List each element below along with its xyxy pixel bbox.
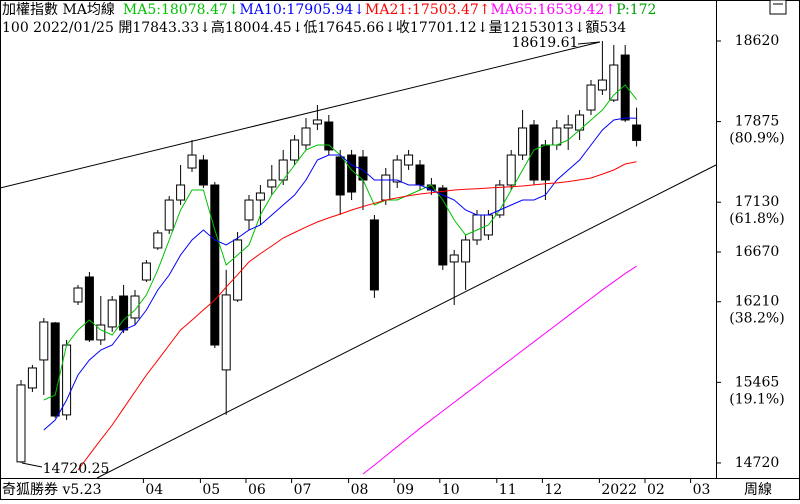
candle-body [529,124,539,181]
candle-body [153,232,163,249]
candle-body [461,239,471,263]
candle-body [392,159,402,183]
x-tick-label: 07 [294,482,312,498]
x-tick-label: 11 [499,482,517,498]
software-label: 奇狐勝券 v5.23 [2,481,102,498]
low-annotation: 14720.25 [43,461,110,477]
candle-body [506,154,516,186]
candle-body [632,124,642,141]
ma-line [362,265,637,475]
candle-body [312,119,322,125]
candle-body [495,184,505,216]
y-tick-label: 17875 [735,114,780,130]
header-line: 加權指數 MA均線 MA5:18078.47↓MA10:17905.94↓MA21… [2,2,656,18]
candle-body [210,184,220,346]
y-tick-sublabel: (38.2%) [729,311,784,327]
y-tick-label: 16210 [735,294,780,310]
indicator: P:172 [616,2,656,18]
candle-body [347,154,357,193]
candle-body [176,184,186,201]
candle-body [620,54,630,121]
x-tick-label: 08 [351,482,369,498]
candle-body [130,295,140,319]
trend-line [96,164,717,479]
legend-entry: MA65:16539.42↑ [491,2,617,18]
candle-body [552,127,562,146]
candle-body [369,219,379,291]
candle-body [518,127,528,156]
candle-body [255,192,265,201]
window-icon[interactable] [769,0,787,15]
candle-body [27,367,37,389]
x-tick-label: 02 [647,482,665,498]
candle-body [609,64,619,101]
pointer-line [21,462,43,468]
candle-body [563,124,573,129]
candle-body [16,384,26,463]
candle-body [586,84,596,111]
header-title: 加權指數 MA均線 [2,2,115,18]
candle-body [221,294,231,371]
candle-body [301,127,311,146]
x-tick-label: 06 [248,482,266,498]
candle-body [244,199,254,221]
trend-line [0,41,601,189]
candle-body [164,199,174,231]
x-tick-label: 12 [544,482,562,498]
y-tick-sublabel: (61.8%) [729,211,784,227]
x-tick-label: 05 [202,482,220,498]
y-tick-label: 17130 [735,194,780,210]
candle-body [381,174,391,201]
x-tick-label: 09 [396,482,414,498]
candle-body [39,321,49,361]
y-tick-label: 16670 [735,244,780,260]
candle-body [141,262,151,281]
x-tick-label: 03 [693,482,711,498]
candle-body [449,254,459,263]
candle-body [540,144,550,181]
candle-body [415,164,425,186]
candle-body [335,156,345,196]
candle-body [290,139,300,161]
candle-body [84,276,94,341]
candle-body [438,187,448,266]
legend-entry: MA10:17905.94↓ [240,2,366,18]
candle-body [96,324,106,341]
ma-line [43,117,637,431]
candle-body [187,154,197,169]
candle-body [73,287,83,303]
info-line: 100 2022/01/25 開17843.33↓高18004.45↓低1764… [2,19,626,36]
y-tick-label: 15465 [735,374,780,390]
candle-body [472,214,482,241]
trend-lines [0,41,717,479]
period-label: 周線 [744,482,772,498]
x-tick-label: 04 [145,482,163,498]
candle-body [107,299,117,328]
y-tick-sublabel: (19.1%) [729,391,784,407]
candle-body [597,79,607,91]
ma-line [77,161,637,471]
legend-entry: MA21:17503.47↑ [365,2,491,18]
candle-body [233,239,243,301]
candle-body [324,121,334,151]
x-tick-label: 2022 [601,482,637,498]
high-annotation: 18619.61 [512,35,579,51]
y-tick-sublabel: (80.9%) [729,131,784,147]
y-tick-label: 18620 [735,33,780,49]
candle-body [119,295,129,331]
y-tick-label: 14720 [735,455,780,471]
pointer-line [577,41,601,45]
candle-body [198,159,208,186]
candle-body [404,154,414,166]
candle-body [50,322,60,417]
legend-entry: MA5:18078.47↓ [123,2,240,18]
candle-body [267,179,277,188]
x-tick-label: 10 [442,482,460,498]
